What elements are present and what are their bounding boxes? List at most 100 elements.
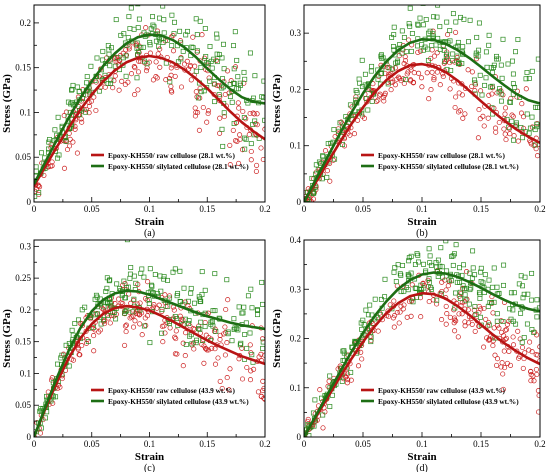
- y-tick-label: 0.1: [290, 383, 301, 393]
- data-point-silylated: [210, 318, 215, 324]
- data-point-raw: [258, 393, 264, 399]
- x-tick-label: 0.1: [416, 439, 427, 449]
- data-point-silylated: [213, 329, 219, 334]
- data-point-raw: [472, 312, 478, 318]
- data-point-silylated: [429, 43, 435, 48]
- data-point-silylated: [252, 73, 258, 79]
- data-point-silylated: [327, 373, 333, 379]
- y-tick-label: 0.2: [290, 334, 301, 344]
- data-point-raw: [171, 307, 177, 313]
- data-point-silylated: [131, 296, 137, 302]
- data-point-raw: [246, 132, 252, 138]
- data-point-silylated: [165, 277, 170, 283]
- data-point-raw: [443, 287, 449, 293]
- data-point-raw: [387, 302, 393, 308]
- data-point-silylated: [426, 279, 432, 285]
- data-point-silylated: [453, 290, 458, 296]
- data-point-silylated: [189, 341, 195, 347]
- data-point-raw: [172, 73, 178, 79]
- data-point-raw: [226, 387, 232, 393]
- data-point-silylated: [242, 332, 248, 337]
- data-point-silylated: [248, 286, 254, 292]
- data-point-silylated: [235, 74, 241, 80]
- data-point-silylated: [134, 75, 140, 81]
- data-point-raw: [380, 95, 386, 101]
- data-point-silylated: [442, 58, 447, 64]
- y-tick-label: 0.2: [20, 305, 31, 315]
- data-point-raw: [221, 114, 227, 120]
- data-point-raw: [473, 56, 480, 62]
- data-point-silylated: [147, 39, 153, 45]
- data-point-raw: [496, 119, 502, 126]
- data-point-silylated: [101, 304, 107, 310]
- fit-line-raw: [304, 62, 540, 202]
- data-point-silylated: [391, 44, 396, 49]
- data-point-raw: [419, 84, 425, 90]
- data-point-raw: [409, 282, 415, 288]
- data-point-silylated: [84, 80, 89, 86]
- data-point-raw: [502, 337, 508, 343]
- data-point-raw: [485, 115, 491, 121]
- data-point-silylated: [131, 26, 137, 32]
- data-point-silylated: [521, 335, 527, 340]
- data-point-raw: [483, 316, 489, 322]
- x-tick-label: 0.15: [199, 204, 215, 214]
- data-point-silylated: [165, 303, 171, 309]
- data-point-raw: [236, 356, 242, 362]
- panel-label: (a): [144, 228, 155, 239]
- data-point-silylated: [439, 264, 445, 270]
- data-point-silylated: [454, 279, 460, 285]
- data-point-silylated: [214, 51, 220, 57]
- data-point-raw: [469, 83, 475, 89]
- data-point-raw: [111, 78, 117, 84]
- data-point-raw: [192, 326, 198, 332]
- data-point-silylated: [529, 68, 535, 74]
- data-point-raw: [223, 330, 229, 336]
- data-point-raw: [173, 328, 179, 334]
- data-point-raw: [503, 137, 509, 143]
- data-point-raw: [75, 346, 81, 352]
- data-point-raw: [431, 75, 437, 81]
- data-point-raw: [123, 329, 129, 335]
- data-point-silylated: [486, 277, 492, 283]
- data-point-silylated: [476, 290, 482, 296]
- data-point-silylated: [369, 63, 375, 69]
- y-tick-label: 0.3: [290, 28, 302, 38]
- data-point-silylated: [450, 11, 456, 17]
- data-point-raw: [162, 330, 168, 336]
- data-point-silylated: [483, 75, 489, 81]
- data-point-silylated: [470, 265, 476, 271]
- data-point-raw: [439, 288, 445, 295]
- data-point-silylated: [231, 121, 237, 126]
- fit-line-raw: [34, 54, 265, 187]
- data-point-silylated: [186, 318, 192, 324]
- data-point-silylated: [69, 327, 75, 333]
- data-point-raw: [392, 313, 398, 319]
- data-point-silylated: [418, 287, 424, 293]
- data-point-raw: [108, 312, 114, 319]
- data-point-raw: [193, 89, 199, 95]
- data-point-raw: [215, 355, 221, 361]
- data-point-silylated: [412, 262, 418, 267]
- data-point-raw: [355, 363, 362, 369]
- data-point-raw: [347, 132, 353, 138]
- data-point-raw: [508, 95, 514, 102]
- data-point-silylated: [415, 22, 421, 28]
- fit-line-silylated: [34, 289, 265, 437]
- x-axis-label: Strain: [135, 216, 164, 228]
- data-point-silylated: [524, 321, 530, 327]
- data-point-silylated: [114, 281, 120, 287]
- x-tick-label: 0: [302, 204, 307, 214]
- data-point-raw: [444, 311, 450, 317]
- data-point-silylated: [474, 34, 480, 40]
- data-point-raw: [127, 315, 133, 321]
- data-point-silylated: [340, 142, 345, 147]
- data-point-silylated: [243, 136, 249, 142]
- data-point-silylated: [126, 14, 132, 20]
- data-point-raw: [490, 343, 496, 349]
- data-point-silylated: [236, 304, 242, 310]
- data-point-raw: [502, 111, 508, 117]
- y-tick-label: 0.1: [20, 107, 31, 117]
- data-point-silylated: [438, 245, 444, 251]
- data-point-silylated: [520, 283, 525, 289]
